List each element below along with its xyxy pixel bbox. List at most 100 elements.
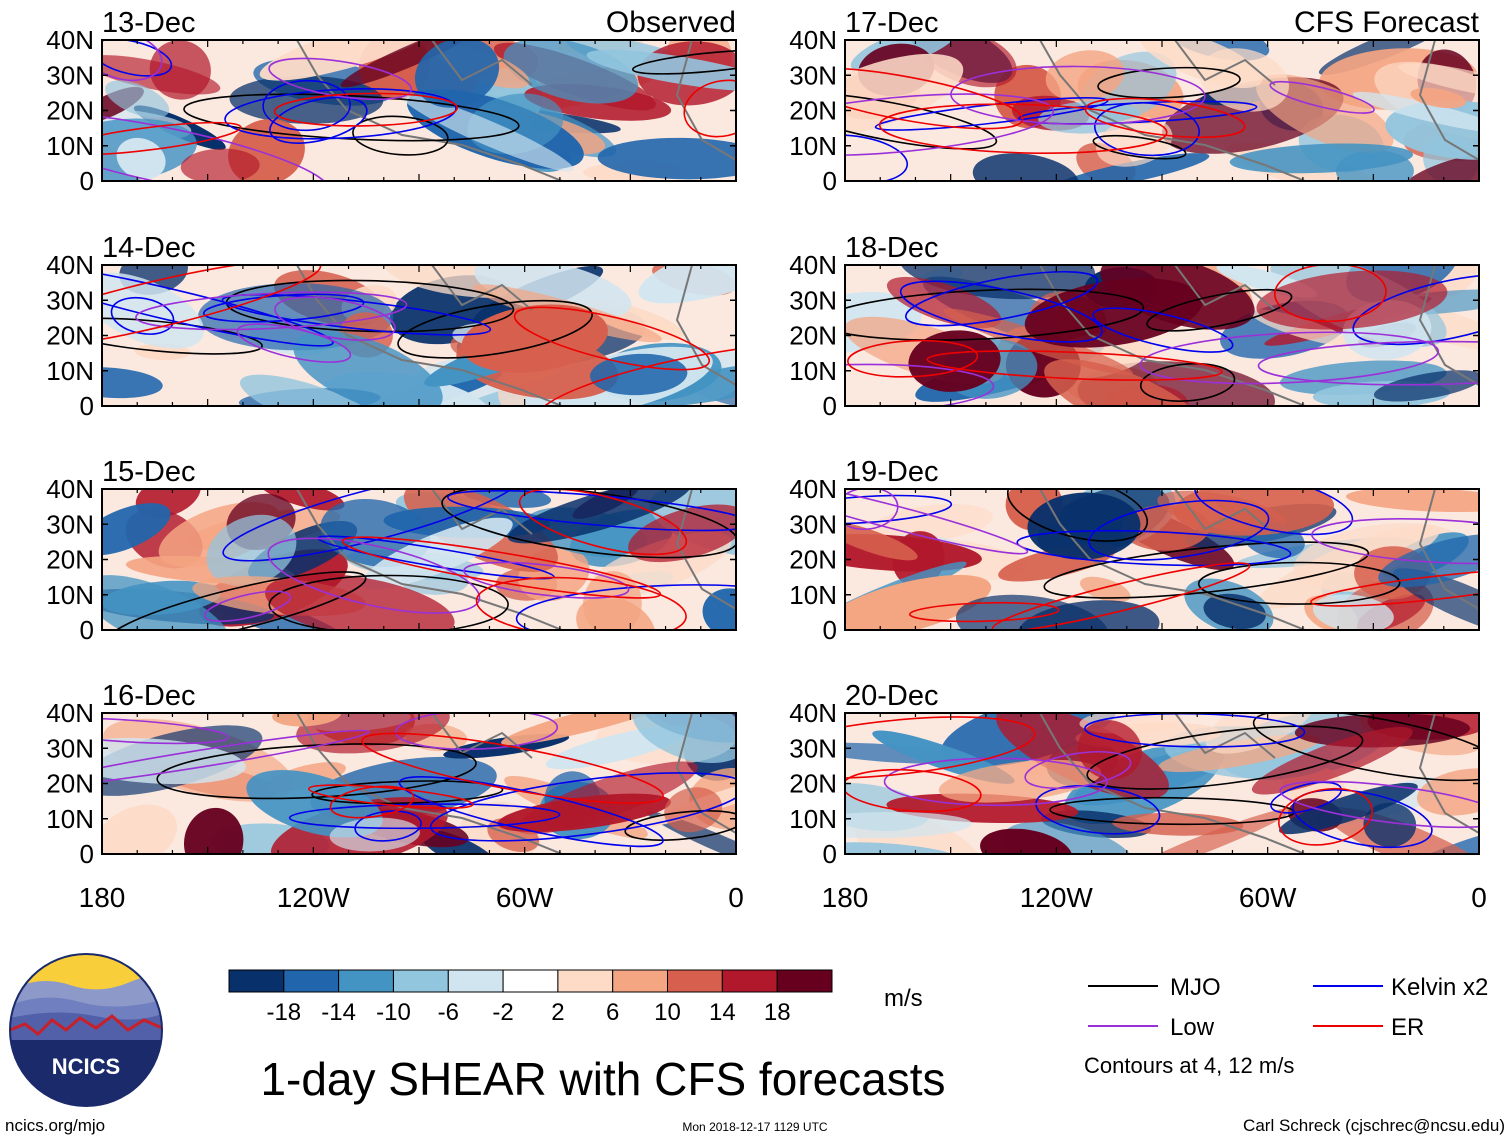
y-tick-label: 0 [80, 839, 94, 869]
panels-layer: 13-Dec40N30N20N10N014-Dec40N30N20N10N015… [46, 7, 1480, 869]
x-tick-label: 180 [79, 882, 126, 913]
panel-14-dec: 14-Dec 40N 30N 20N 10N 0 [46, 232, 737, 421]
y-tick-label: 10N [46, 131, 94, 161]
colorbar-label: -6 [438, 999, 459, 1026]
legend-label-er: ER [1391, 1014, 1424, 1041]
y-tick-label: 10N [46, 580, 94, 610]
y-tick-label: 40N [46, 250, 94, 280]
logo-text: NCICS [52, 1054, 120, 1079]
colorbar-label: -10 [376, 999, 411, 1026]
legend-note: Contours at 4, 12 m/s [1084, 1053, 1294, 1078]
x-tick-label: 60W [496, 882, 554, 913]
y-tick-label: 0 [823, 391, 837, 421]
colorbar-label: -18 [266, 999, 301, 1026]
y-tick-label: 0 [80, 166, 94, 196]
y-tick-label: 40N [46, 698, 94, 728]
y-tick-label: 10N [46, 804, 94, 834]
y-tick-label: 0 [80, 391, 94, 421]
panel-date-label: 16-Dec [102, 680, 196, 712]
y-tick-label: 20N [789, 545, 837, 575]
colorbar-label: 14 [709, 999, 736, 1026]
panel-date-label: 17-Dec [845, 7, 939, 39]
y-tick-label: 10N [789, 580, 837, 610]
panel-19-dec: 19-Dec 40N 30N 20N 10N 0 [789, 456, 1480, 645]
y-tick-label: 40N [789, 25, 837, 55]
panel-17-dec: 17-Dec 40N 30N 20N 10N 0 [789, 7, 1480, 196]
panel-date-label: 15-Dec [102, 456, 196, 488]
y-tick-label: 30N [789, 60, 837, 90]
panel-15-dec: 15-Dec 40N 30N 20N 10N 0 [46, 456, 737, 645]
legend-label-kelvin: Kelvin x2 [1391, 974, 1488, 1001]
y-tick-label: 0 [823, 839, 837, 869]
panel-20-dec: 20-Dec 40N 30N 20N 10N 0 [789, 680, 1480, 869]
y-tick-label: 10N [789, 804, 837, 834]
footer-timestamp: Mon 2018-12-17 1129 UTC [682, 1120, 828, 1134]
colorbar-label: 10 [654, 999, 681, 1026]
y-tick-label: 30N [789, 733, 837, 763]
y-tick-label: 0 [823, 166, 837, 196]
panel-date-label: 19-Dec [845, 456, 939, 488]
panel-18-dec: 18-Dec 40N 30N 20N 10N 0 [789, 232, 1480, 421]
x-tick-label: 120W [277, 882, 351, 913]
colorbar-swatch [228, 969, 285, 993]
y-tick-label: 40N [46, 474, 94, 504]
ncics-logo: NCICS [9, 953, 163, 1107]
y-tick-label: 20N [46, 96, 94, 126]
colorbar-swatch [338, 969, 394, 993]
header-cfs-forecast: CFS Forecast [1294, 6, 1480, 39]
y-tick-label: 0 [80, 615, 94, 645]
panel-13-dec: 13-Dec 40N 30N 20N 10N 0 [46, 7, 737, 196]
x-tick-label: 0 [1471, 882, 1487, 913]
colorbar-label: 6 [606, 999, 619, 1026]
x-tick-label: 60W [1239, 882, 1297, 913]
colorbar: -18 -14 -10 -6 -2 2 6 10 14 18 [228, 969, 833, 1026]
x-axis-labels: 180 120W 60W 0 180 120W 60W 0 [79, 882, 1487, 913]
colorbar-label: -2 [492, 999, 513, 1026]
panel-16-dec: 16-Dec 40N 30N 20N 10N 0 [46, 680, 737, 869]
y-tick-label: 30N [46, 733, 94, 763]
legend: MJO Kelvin x2 Low ER Contours at 4, 12 m… [1084, 974, 1488, 1078]
y-tick-label: 10N [789, 131, 837, 161]
y-tick-label: 40N [789, 698, 837, 728]
header-observed: Observed [606, 6, 736, 39]
colorbar-units: m/s [884, 985, 923, 1012]
colorbar-swatch [721, 969, 778, 993]
y-tick-label: 20N [46, 545, 94, 575]
y-tick-label: 30N [46, 60, 94, 90]
y-tick-label: 20N [789, 769, 837, 799]
y-tick-label: 30N [46, 509, 94, 539]
colorbar-swatch [667, 969, 723, 993]
y-tick-label: 10N [46, 356, 94, 386]
panel-date-label: 14-Dec [102, 232, 196, 264]
y-tick-label: 30N [789, 285, 837, 315]
colorbar-swatch [612, 969, 669, 993]
x-tick-label: 180 [822, 882, 869, 913]
footer-url: ncics.org/mjo [5, 1116, 105, 1135]
panel-date-label: 13-Dec [102, 7, 196, 39]
panel-date-label: 20-Dec [845, 680, 939, 712]
colorbar-swatch [393, 969, 449, 993]
legend-label-mjo: MJO [1170, 974, 1221, 1001]
y-tick-label: 20N [46, 769, 94, 799]
figure-title: 1-day SHEAR with CFS forecasts [260, 1053, 945, 1105]
panel-date-label: 18-Dec [845, 232, 939, 264]
colorbar-swatch [557, 969, 614, 993]
y-tick-label: 40N [789, 250, 837, 280]
y-tick-label: 0 [823, 615, 837, 645]
y-tick-label: 20N [789, 96, 837, 126]
x-tick-label: 120W [1020, 882, 1094, 913]
y-tick-label: 10N [789, 356, 837, 386]
colorbar-label: 18 [764, 999, 791, 1026]
y-tick-label: 20N [789, 321, 837, 351]
colorbar-swatch [283, 969, 340, 993]
legend-label-low: Low [1170, 1014, 1215, 1041]
y-tick-label: 30N [46, 285, 94, 315]
y-tick-label: 40N [46, 25, 94, 55]
y-tick-label: 40N [789, 474, 837, 504]
colorbar-label: -14 [321, 999, 356, 1026]
colorbar-label: 2 [551, 999, 564, 1026]
colorbar-swatch [447, 969, 504, 993]
footer-author: Carl Schreck (cjschrec@ncsu.edu) [1243, 1116, 1505, 1135]
x-tick-label: 0 [728, 882, 744, 913]
